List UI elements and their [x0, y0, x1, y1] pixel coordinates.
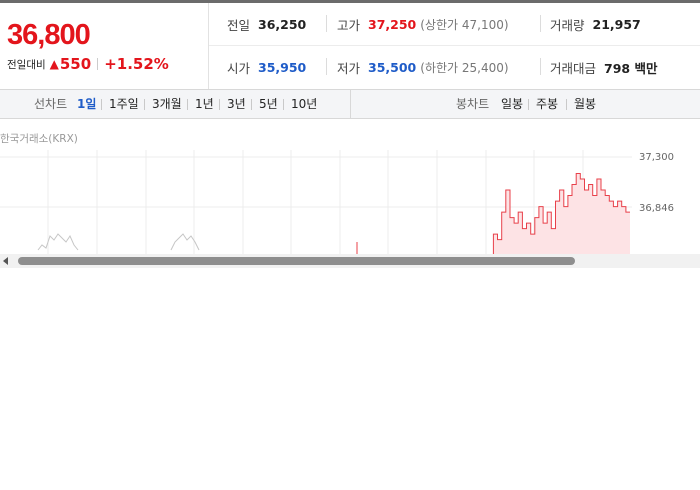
high-value: 37,250: [368, 16, 417, 32]
high-cell: 고가 37,250 (상한가 47,100): [337, 3, 509, 45]
exchange-label: 한국거래소(KRX): [0, 133, 78, 145]
period-1w[interactable]: 1주일: [109, 97, 139, 111]
price-area-fill: [452, 173, 630, 254]
scroll-left-arrow-icon[interactable]: [3, 257, 8, 265]
line-chart-periods: 선차트 1일 1주일 3개월 1년 3년 5년 10년: [0, 90, 351, 118]
lower-limit: (하한가 25,400): [420, 60, 509, 75]
intraday-chart: 37,300 36,846: [0, 150, 700, 254]
line-chart-heading: 선차트: [34, 97, 68, 111]
divider: [101, 99, 102, 110]
amount-cell: 거래대금 798 백만: [550, 46, 657, 88]
divider: [540, 15, 541, 32]
chart-canvas: 37,300 36,846: [0, 150, 674, 254]
open-label: 시가: [227, 60, 251, 76]
change-value: 550: [59, 55, 92, 73]
divider: [251, 99, 252, 110]
ghost-series: [37, 233, 358, 254]
prev-close-label: 전일: [227, 17, 251, 33]
amount-label: 거래대금: [550, 60, 597, 76]
divider: [326, 58, 327, 75]
price-panel: 36,800 전일대비 ▲ 550 +1.52%: [0, 3, 209, 89]
divider: [187, 99, 188, 110]
chart-scrollbar[interactable]: [0, 254, 700, 268]
period-1y[interactable]: 1년: [195, 97, 214, 111]
volume-cell: 거래량 21,957: [550, 3, 641, 45]
open-cell: 시가 35,950: [227, 46, 306, 88]
change-label: 전일대비: [7, 58, 46, 71]
ghost-trace: [170, 233, 200, 251]
up-arrow-icon: ▲: [49, 57, 59, 71]
ghost-trace: [37, 233, 79, 251]
period-3m[interactable]: 3개월: [152, 97, 182, 111]
amount-value: 798 백만: [604, 60, 658, 76]
top-border: [0, 0, 700, 3]
prev-close-cell: 전일 36,250: [227, 3, 306, 45]
divider: [144, 99, 145, 110]
info-row-1: 전일 36,250 고가 37,250 (상한가 47,100) 거래량 21,…: [209, 3, 700, 46]
period-selector-bar: 선차트 1일 1주일 3개월 1년 3년 5년 10년 봉차트 일봉 주봉 월봉: [0, 89, 700, 119]
prev-close-value: 36,250: [258, 16, 307, 32]
high-label: 고가: [337, 17, 361, 33]
low-cell: 저가 35,500 (하한가 25,400): [337, 46, 509, 88]
divider: [283, 99, 284, 110]
current-price: 36,800: [7, 19, 91, 51]
candle-daily[interactable]: 일봉: [501, 97, 524, 111]
divider: [566, 99, 567, 110]
divider: [326, 15, 327, 32]
info-row-2: 시가 35,950 저가 35,500 (하한가 25,400) 거래대금 79…: [209, 46, 700, 88]
period-3y[interactable]: 3년: [227, 97, 246, 111]
candle-weekly[interactable]: 주봉: [536, 97, 559, 111]
quote-info-grid: 전일 36,250 고가 37,250 (상한가 47,100) 거래량 21,…: [209, 3, 700, 89]
low-label: 저가: [337, 60, 361, 76]
divider: [528, 99, 529, 110]
candle-chart-heading: 봉차트: [456, 97, 490, 111]
volume-label: 거래량: [550, 17, 585, 33]
divider: [540, 58, 541, 75]
divider: [219, 99, 220, 110]
scrollbar-thumb[interactable]: [18, 257, 575, 265]
open-value: 35,950: [258, 59, 307, 75]
period-1d[interactable]: 1일: [77, 97, 97, 111]
divider: [97, 58, 99, 70]
change-percent: +1.52%: [104, 55, 169, 73]
volume-value: 21,957: [592, 16, 641, 32]
price-line: [492, 173, 630, 254]
low-value: 35,500: [368, 59, 417, 75]
period-5y[interactable]: 5년: [259, 97, 278, 111]
period-10y[interactable]: 10년: [291, 97, 318, 111]
change-row: 전일대비 ▲ 550 +1.52%: [7, 55, 169, 73]
y-tick-label: 36,846: [639, 203, 674, 214]
y-tick-label: 37,300: [639, 152, 674, 163]
upper-limit: (상한가 47,100): [420, 17, 509, 32]
candle-monthly[interactable]: 월봉: [574, 97, 597, 111]
